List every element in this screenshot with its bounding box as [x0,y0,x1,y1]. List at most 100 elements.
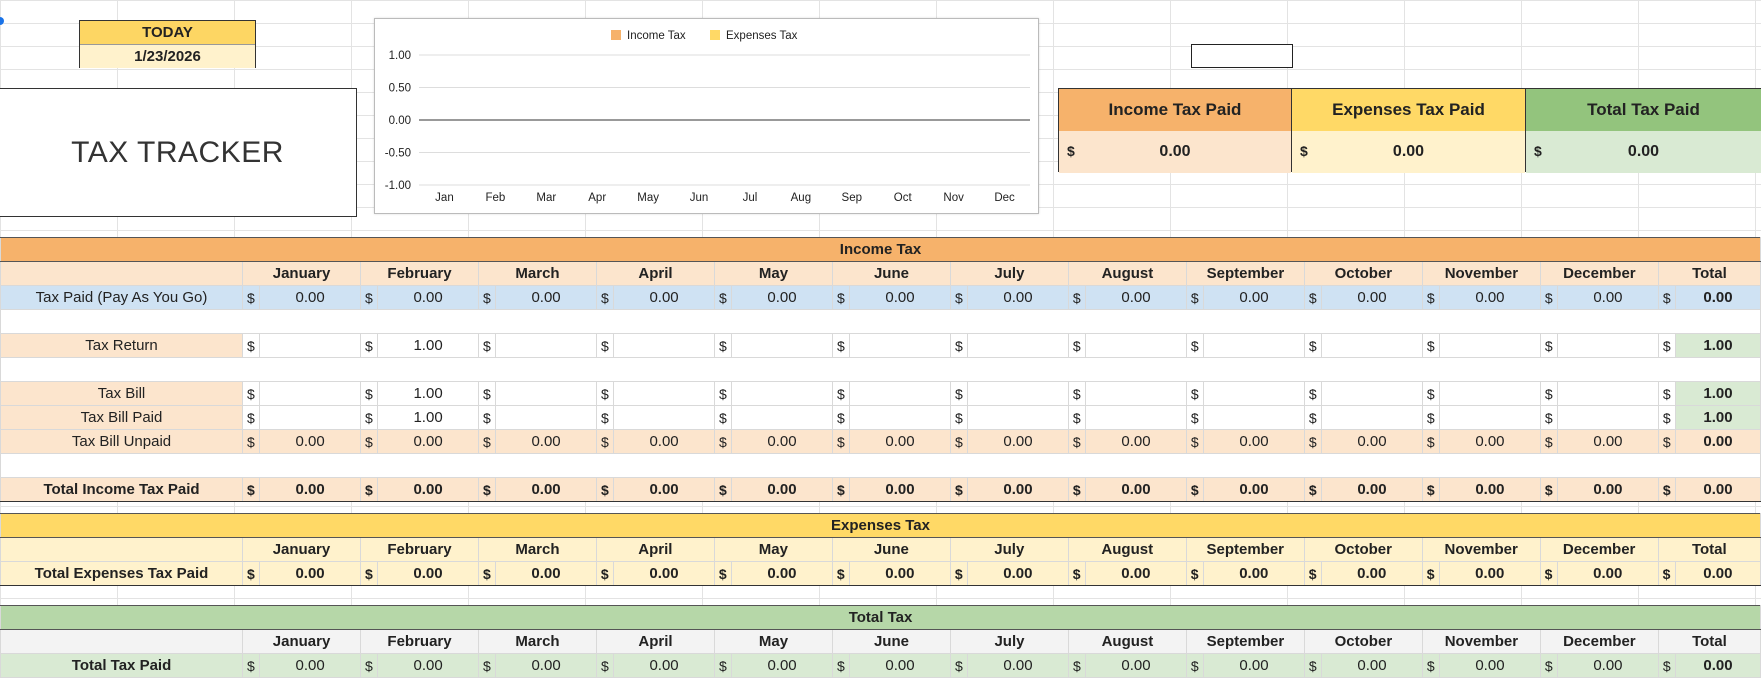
tax-paid-payg-cell[interactable]: 0.00 [1203,285,1305,310]
total-expenses-tax-paid-cell[interactable]: 0.00 [495,561,597,586]
tax-return-cell[interactable] [849,333,951,358]
tax-bill-paid-cell[interactable] [1085,405,1187,430]
tax-bill-cell[interactable] [1321,381,1423,406]
tax-paid-payg-total[interactable]: 0.00 [1674,285,1761,310]
kpi-income-value-cell[interactable]: $ 0.00 [1059,131,1291,173]
tax-return-cell[interactable] [495,333,597,358]
total-expenses-tax-paid-cell[interactable]: 0.00 [259,561,361,586]
total-income-tax-paid-total[interactable]: 0.00 [1674,477,1761,502]
total-expenses-tax-paid-cell[interactable]: 0.00 [1084,561,1187,586]
total-income-tax-paid-cell[interactable]: 0.00 [967,477,1069,502]
tax-bill-unpaid-cell[interactable]: 0.00 [1203,429,1305,454]
total-expenses-tax-paid-cell[interactable]: 0.00 [1556,561,1659,586]
total-expenses-tax-paid-cell[interactable]: 0.00 [848,561,951,586]
tax-bill-paid-cell[interactable] [1439,405,1541,430]
tax-return-cell[interactable] [1557,333,1659,358]
tax-bill-unpaid-cell[interactable]: 0.00 [731,429,833,454]
tax-bill-cell[interactable] [1439,381,1541,406]
total-income-tax-paid-cell[interactable]: 0.00 [849,477,951,502]
tax-bill-paid-cell[interactable] [1321,405,1423,430]
total-expenses-tax-paid-total[interactable]: 0.00 [1674,561,1761,586]
total-income-tax-paid-cell[interactable]: 0.00 [1085,477,1187,502]
tax-paid-payg-cell[interactable]: 0.00 [731,285,833,310]
total-expenses-tax-paid-cell[interactable]: 0.00 [377,561,479,586]
total-expenses-tax-paid-cell[interactable]: 0.00 [1320,561,1423,586]
tax-bill-paid-cell[interactable] [1557,405,1659,430]
total-tax-paid-total[interactable]: 0.00 [1675,653,1761,678]
total-tax-paid-cell[interactable]: 0.00 [1085,653,1187,678]
tax-paid-payg-cell[interactable]: 0.00 [613,285,715,310]
total-tax-paid-cell[interactable]: 0.00 [613,653,715,678]
empty-input-cell[interactable] [1191,44,1293,68]
tax-return-cell[interactable] [1321,333,1423,358]
tax-bill-paid-total[interactable]: 1.00 [1674,405,1761,430]
tax-bill-cell[interactable] [849,381,951,406]
tax-bill-paid-cell[interactable] [1203,405,1305,430]
total-tax-paid-cell[interactable]: 0.00 [1439,653,1541,678]
tax-bill-unpaid-cell[interactable]: 0.00 [377,429,479,454]
tax-return-cell[interactable] [967,333,1069,358]
total-income-tax-paid-cell[interactable]: 0.00 [259,477,362,502]
tax-bill-cell[interactable]: 1.00 [377,381,479,406]
tax-return-total[interactable]: 1.00 [1674,333,1761,358]
tax-bill-unpaid-cell[interactable]: 0.00 [495,429,597,454]
total-tax-paid-cell[interactable]: 0.00 [731,653,833,678]
total-income-tax-paid-cell[interactable]: 0.00 [1557,477,1659,502]
tax-return-cell[interactable] [1085,333,1187,358]
tax-paid-payg-cell[interactable]: 0.00 [377,285,479,310]
total-expenses-tax-paid-cell[interactable]: 0.00 [1438,561,1541,586]
total-income-tax-paid-cell[interactable]: 0.00 [1321,477,1423,502]
tax-bill-cell[interactable] [495,381,597,406]
tax-bill-unpaid-cell[interactable]: 0.00 [1321,429,1423,454]
tax-bill-cell[interactable] [1557,381,1659,406]
tax-bill-paid-cell[interactable] [259,405,362,430]
tax-paid-payg-cell[interactable]: 0.00 [1439,285,1541,310]
total-tax-paid-cell[interactable]: 0.00 [1557,653,1659,678]
tax-return-cell[interactable]: 1.00 [377,333,479,358]
total-tax-paid-cell[interactable]: 0.00 [259,653,362,678]
tax-return-cell[interactable] [613,333,715,358]
tax-bill-unpaid-cell[interactable]: 0.00 [967,429,1069,454]
tax-bill-unpaid-cell[interactable]: 0.00 [1439,429,1541,454]
tax-return-cell[interactable] [1203,333,1305,358]
total-expenses-tax-paid-cell[interactable]: 0.00 [731,561,833,586]
tax-bill-paid-cell[interactable]: 1.00 [377,405,479,430]
tax-paid-payg-cell[interactable]: 0.00 [967,285,1069,310]
tax-paid-payg-cell[interactable]: 0.00 [259,285,362,310]
total-tax-paid-cell[interactable]: 0.00 [1321,653,1423,678]
kpi-expenses-value-cell[interactable]: $ 0.00 [1292,131,1525,173]
tax-return-cell[interactable] [731,333,833,358]
tax-paid-payg-cell[interactable]: 0.00 [1085,285,1187,310]
tax-bill-paid-cell[interactable] [967,405,1069,430]
tax-paid-payg-cell[interactable]: 0.00 [1557,285,1659,310]
tax-bill-paid-cell[interactable] [849,405,951,430]
tax-bill-paid-cell[interactable] [613,405,715,430]
tax-bill-cell[interactable] [731,381,833,406]
total-tax-paid-cell[interactable]: 0.00 [1203,653,1305,678]
total-expenses-tax-paid-cell[interactable]: 0.00 [966,561,1069,586]
selection-handle[interactable] [0,17,4,25]
tax-bill-cell[interactable] [613,381,715,406]
tax-bill-unpaid-cell[interactable]: 0.00 [1557,429,1659,454]
tax-bill-unpaid-cell[interactable]: 0.00 [849,429,951,454]
tax-bill-cell[interactable] [259,381,362,406]
tax-bill-cell[interactable] [1203,381,1305,406]
total-income-tax-paid-cell[interactable]: 0.00 [495,477,597,502]
tax-paid-payg-cell[interactable]: 0.00 [1321,285,1423,310]
tax-return-cell[interactable] [259,333,362,358]
total-tax-paid-cell[interactable]: 0.00 [849,653,951,678]
total-income-tax-paid-cell[interactable]: 0.00 [613,477,715,502]
total-income-tax-paid-cell[interactable]: 0.00 [731,477,833,502]
total-tax-paid-cell[interactable]: 0.00 [377,653,480,678]
total-expenses-tax-paid-cell[interactable]: 0.00 [613,561,715,586]
tax-bill-unpaid-cell[interactable]: 0.00 [259,429,362,454]
kpi-total-value-cell[interactable]: $ 0.00 [1526,131,1761,173]
tax-paid-payg-cell[interactable]: 0.00 [849,285,951,310]
today-date[interactable]: 1/23/2026 [80,45,255,68]
tax-bill-paid-cell[interactable] [495,405,597,430]
tax-paid-payg-cell[interactable]: 0.00 [495,285,597,310]
monthly-tax-chart[interactable]: Income Tax Expenses Tax 1.00 0.50 0.00 -0.50 -… [374,18,1039,214]
tax-bill-total[interactable]: 1.00 [1674,381,1761,406]
tax-return-cell[interactable] [1439,333,1541,358]
tax-bill-unpaid-total[interactable]: 0.00 [1674,429,1761,454]
